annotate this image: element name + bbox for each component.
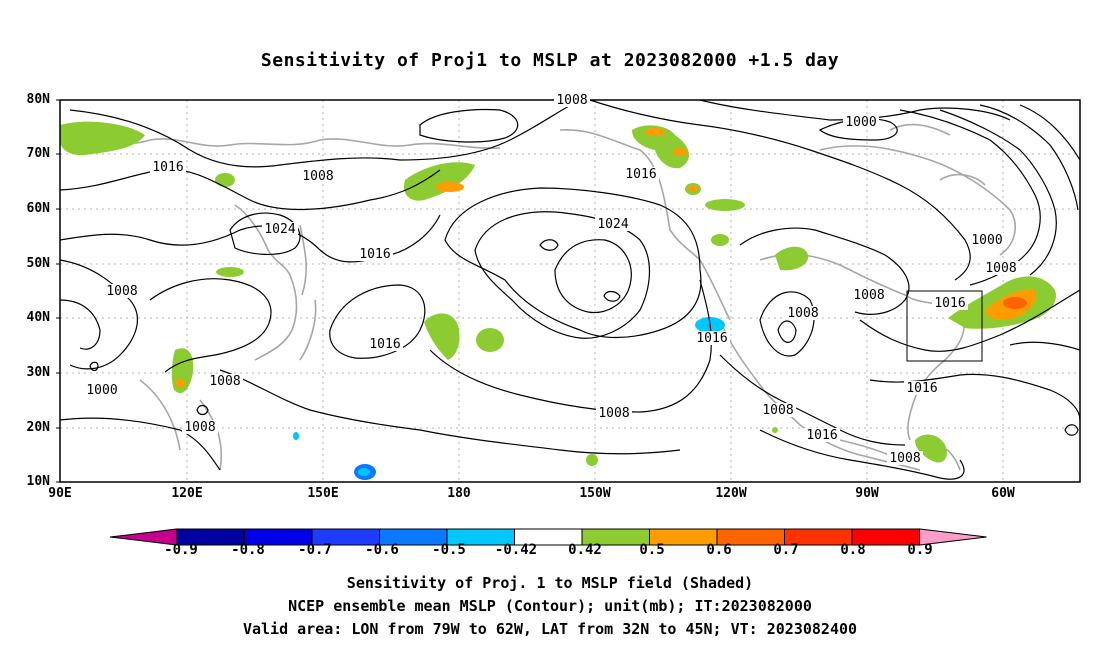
colorbar-label: -0.5 (432, 542, 466, 558)
contour-label: 1008 (209, 374, 240, 389)
contour-label-bg (367, 337, 403, 351)
contour-label-bg (932, 296, 968, 310)
contour-label-bg (150, 160, 186, 174)
contour-label-bg (182, 420, 218, 434)
footer-line-3: Valid area: LON from 79W to 62W, LAT fro… (242, 620, 858, 638)
colorbar-label: -0.8 (231, 542, 265, 558)
contour-label: 1016 (806, 428, 837, 443)
lon-label-180: 180 (447, 486, 471, 501)
contour-label: 1008 (853, 288, 884, 303)
colorbar-label: 0.5 (639, 542, 665, 558)
contour-label: 1008 (556, 93, 587, 108)
lat-label-10n: 10N (26, 474, 50, 489)
contour-label: 1016 (369, 337, 400, 352)
axis-ticks (56, 99, 60, 483)
contour-label-bg (357, 247, 393, 261)
colorbar-max-triangle (919, 528, 987, 546)
contour-label-bg (887, 451, 923, 465)
mslp-contours (59, 99, 1081, 480)
contour-label-bg (262, 222, 298, 236)
contour-label-bg (851, 288, 887, 302)
footer-line-1: Sensitivity of Proj. 1 to MSLP field (Sh… (346, 574, 754, 592)
contour-label: 1016 (152, 160, 183, 175)
contour-label-bg (300, 169, 336, 183)
colorbar-label: -0.7 (298, 542, 332, 558)
lat-label-80n: 80N (26, 92, 50, 107)
contour-label: 1000 (971, 233, 1002, 248)
lon-label-150w: 150W (579, 486, 611, 501)
lon-label-60w: 60W (991, 486, 1015, 501)
contour-label: 1024 (264, 222, 295, 237)
contour-label-bg (804, 428, 840, 442)
colorbar-label: 0.8 (840, 542, 866, 558)
contour-label-bg (694, 331, 730, 345)
contour-label: 1000 (845, 115, 876, 130)
contour-label-bg (904, 381, 940, 395)
contour-label-bg (554, 93, 590, 107)
lat-label-60n: 60N (26, 201, 50, 216)
map-title: Sensitivity of Proj1 to MSLP at 20230820… (260, 50, 840, 71)
colorbar-label: -0.42 (494, 542, 538, 558)
colorbar-label: -0.9 (164, 542, 198, 558)
contour-label-bg (843, 115, 879, 129)
contour-label-bg (983, 261, 1019, 275)
gridlines (60, 100, 1080, 482)
lon-label-120e: 120E (171, 486, 203, 501)
contour-label-bg (623, 167, 659, 181)
contour-label: 1016 (934, 296, 965, 311)
contour-label-bg (760, 403, 796, 417)
contour-label: 1016 (906, 381, 937, 396)
lat-label-40n: 40N (26, 310, 50, 325)
lat-label-50n: 50N (26, 256, 50, 271)
colorbar-label: -0.6 (365, 542, 399, 558)
colorbar-label: 0.6 (706, 542, 732, 558)
lon-label-150e: 150E (307, 486, 339, 501)
colorbar-label: 0.42 (568, 542, 602, 558)
contour-label-bg (785, 306, 821, 320)
colorbar (109, 528, 987, 546)
contour-label: 1008 (787, 306, 818, 321)
footer-line-2: NCEP ensemble mean MSLP (Contour); unit(… (288, 597, 812, 615)
contour-label: 1024 (597, 217, 628, 232)
contour-label-bg (207, 374, 243, 388)
contour-label: 1008 (106, 284, 137, 299)
contour-label: 1008 (302, 169, 333, 184)
lat-label-70n: 70N (26, 146, 50, 161)
contour-label: 1016 (359, 247, 390, 262)
lon-label-120w: 120W (715, 486, 747, 501)
contour-label: 1008 (598, 406, 629, 421)
valid-area-box (906, 290, 983, 362)
contour-label-bg (104, 284, 140, 298)
lat-label-20n: 20N (26, 420, 50, 435)
contour-label: 1008 (762, 403, 793, 418)
contour-label-bg (969, 233, 1005, 247)
contour-label: 1008 (889, 451, 920, 466)
contour-label-bg (596, 406, 632, 420)
lon-label-90w: 90W (855, 486, 879, 501)
contour-label: 1000 (86, 383, 117, 398)
contour-label-bg (84, 383, 120, 397)
lon-label-90e: 90E (48, 486, 72, 501)
colorbar-label: 0.7 (773, 542, 799, 558)
contour-label: 1008 (985, 261, 1016, 276)
contour-label: 1016 (696, 331, 727, 346)
coastlines (59, 123, 1016, 471)
contour-label-bg (595, 217, 631, 231)
contour-label: 1008 (184, 420, 215, 435)
contour-label: 1016 (625, 167, 656, 182)
colorbar-label: 0.9 (907, 542, 933, 558)
lat-label-30n: 30N (26, 365, 50, 380)
